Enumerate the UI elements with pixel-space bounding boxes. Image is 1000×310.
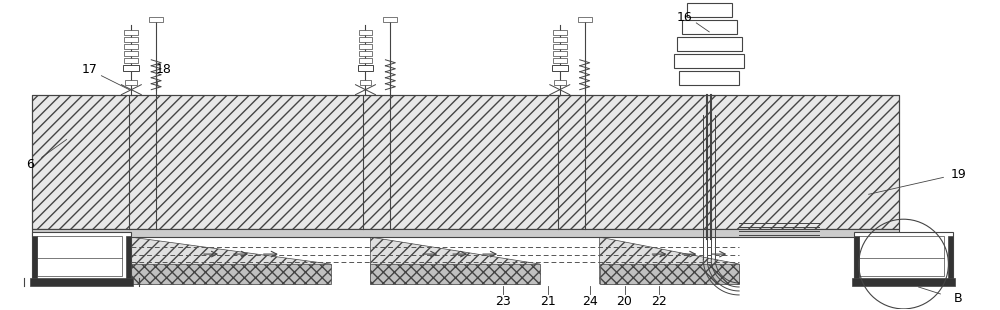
Bar (370, 264, 540, 284)
Bar (679, 71, 739, 85)
Text: 19: 19 (950, 168, 966, 181)
Bar (359, 51, 372, 56)
Bar (553, 44, 567, 49)
Bar (553, 37, 567, 42)
Bar (125, 80, 137, 85)
Bar (124, 58, 138, 63)
Text: 20: 20 (617, 295, 632, 308)
Text: 21: 21 (540, 295, 556, 308)
Bar (149, 17, 163, 22)
Polygon shape (131, 237, 331, 284)
Bar (674, 54, 744, 68)
Text: 22: 22 (652, 295, 667, 308)
Bar (32, 229, 899, 237)
Text: 16: 16 (676, 11, 692, 24)
Bar (123, 65, 139, 71)
Bar (359, 58, 372, 63)
Bar (854, 236, 859, 280)
Bar (32, 232, 131, 284)
Bar (553, 58, 567, 63)
Bar (126, 236, 131, 280)
Polygon shape (600, 237, 739, 284)
Bar (359, 30, 372, 35)
Bar (948, 236, 953, 280)
Bar (124, 44, 138, 49)
Bar (682, 20, 737, 34)
Bar (37, 236, 122, 276)
Bar (554, 80, 566, 85)
Bar (32, 95, 899, 229)
Text: 6: 6 (26, 158, 34, 171)
Bar (553, 30, 567, 35)
Bar (124, 51, 138, 56)
Bar (32, 236, 37, 280)
Bar (677, 37, 742, 51)
Bar (600, 264, 739, 284)
Text: 24: 24 (582, 295, 598, 308)
Bar (552, 65, 568, 71)
Bar (131, 264, 331, 284)
Bar (30, 278, 133, 286)
Bar (359, 44, 372, 49)
Bar (553, 51, 567, 56)
Bar (359, 37, 372, 42)
Bar (687, 3, 732, 17)
Bar (124, 30, 138, 35)
Text: 23: 23 (495, 295, 511, 308)
Polygon shape (370, 237, 540, 284)
Bar (124, 37, 138, 42)
Bar (859, 236, 944, 276)
Bar (360, 80, 371, 85)
Bar (854, 232, 953, 284)
Bar (578, 17, 592, 22)
Text: 17: 17 (82, 63, 97, 76)
Bar (383, 17, 397, 22)
Bar (358, 65, 373, 71)
Text: B: B (954, 292, 963, 305)
Bar (852, 278, 955, 286)
Bar (32, 95, 899, 229)
Text: 18: 18 (155, 63, 171, 76)
